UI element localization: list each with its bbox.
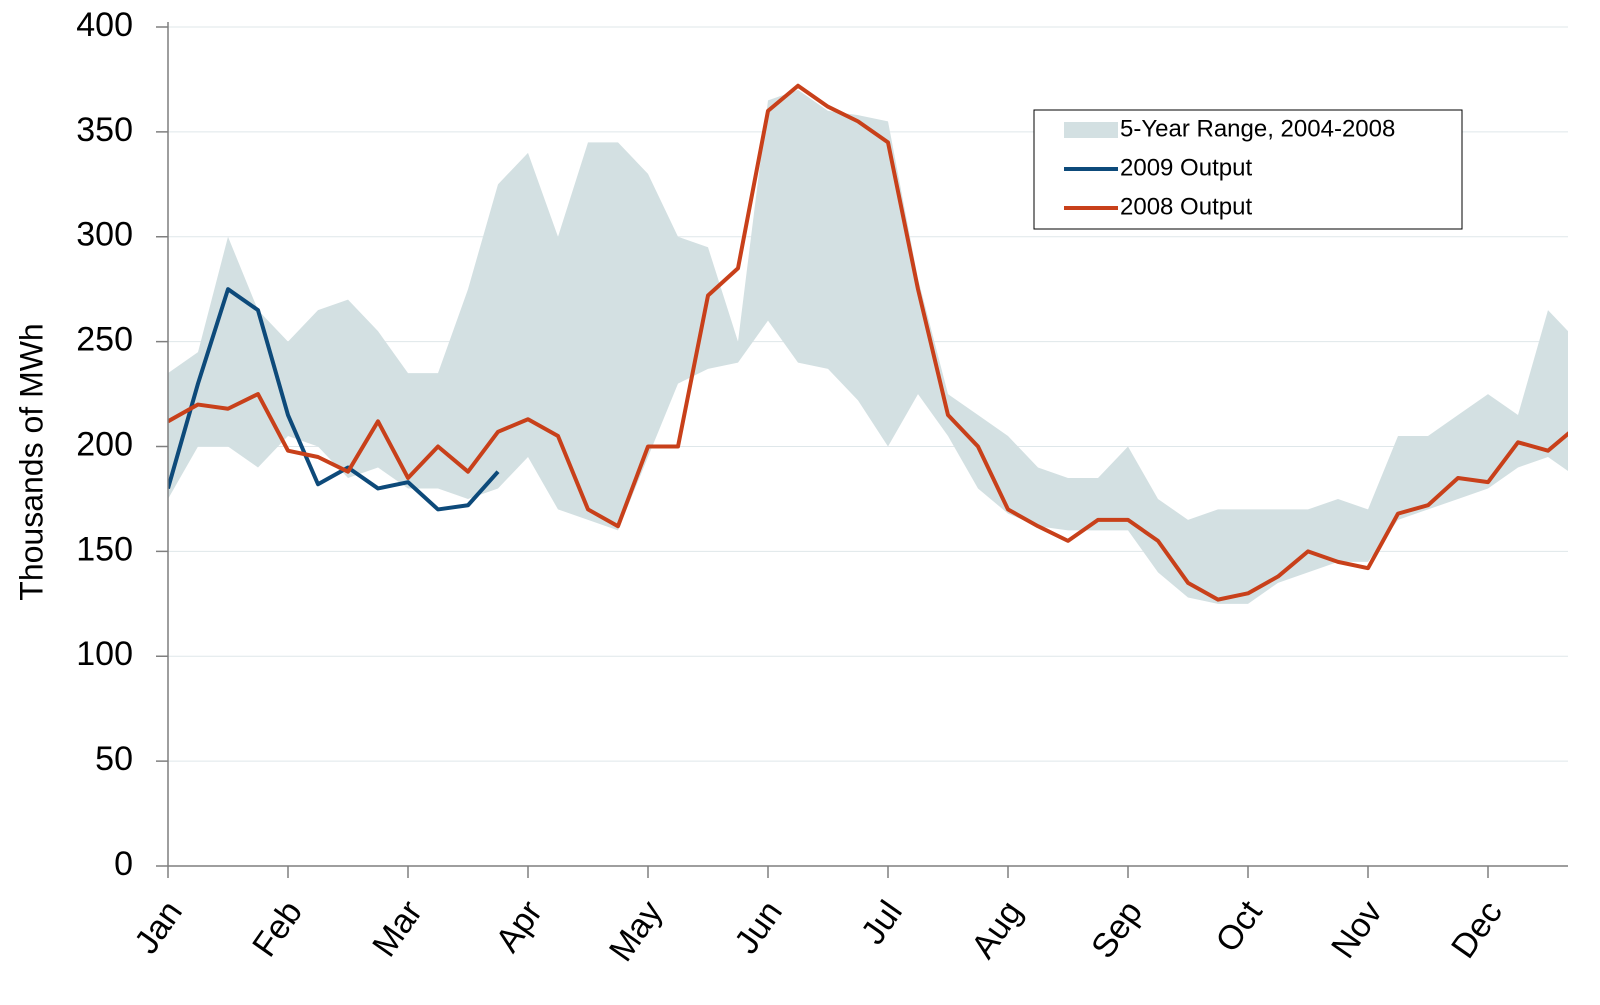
x-tick-label: Jan — [127, 894, 190, 961]
y-tick-label: 100 — [76, 635, 133, 673]
x-tick-label: Jun — [727, 894, 790, 961]
range-area — [168, 89, 1568, 604]
x-tick-label: May — [602, 894, 670, 968]
legend-label: 5-Year Range, 2004-2008 — [1120, 115, 1395, 142]
y-tick-label: 350 — [76, 111, 133, 149]
x-tick-label: Oct — [1208, 894, 1270, 960]
x-tick-label: Feb — [245, 894, 310, 964]
y-tick-label: 200 — [76, 425, 133, 463]
series-line — [168, 83, 1568, 602]
y-tick-label: 300 — [76, 216, 133, 254]
legend-label: 2009 Output — [1120, 154, 1252, 181]
y-tick-label: 250 — [76, 321, 133, 359]
legend-label: 2008 Output — [1120, 193, 1252, 220]
legend-swatch — [1064, 122, 1118, 138]
plot-area — [168, 83, 1568, 604]
y-tick-label: 400 — [76, 6, 133, 44]
y-tick-label: 150 — [76, 530, 133, 568]
x-tick-label: Dec — [1444, 894, 1510, 965]
x-tick-label: Jul — [854, 894, 910, 951]
series-line — [168, 287, 500, 512]
y-tick-label: 50 — [95, 740, 133, 778]
y-tick-label: 0 — [114, 845, 133, 883]
x-tick-label: Apr — [488, 894, 549, 959]
x-tick-label: Nov — [1324, 894, 1390, 965]
x-tick-label: Mar — [365, 894, 430, 964]
y-axis-title: Thousands of MWh — [13, 323, 49, 600]
x-tick-label: Sep — [1084, 894, 1150, 965]
x-tick-label: Aug — [964, 894, 1030, 965]
